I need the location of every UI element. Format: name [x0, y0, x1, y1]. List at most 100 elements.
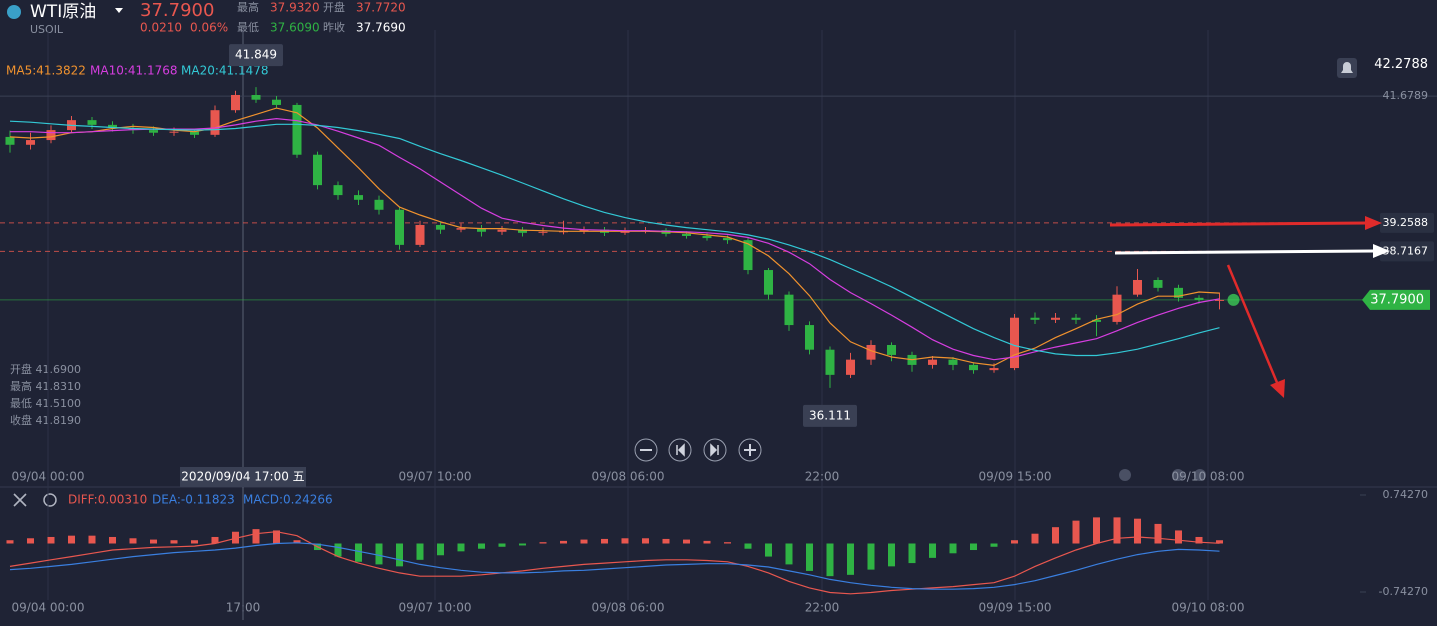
macd-bar	[334, 543, 342, 557]
candle-body	[1051, 317, 1060, 320]
low: 37.6090	[270, 21, 320, 35]
macd-bar	[1011, 540, 1018, 544]
x-tick-label: 09/09 15:00	[979, 470, 1052, 484]
open-label: 开盘	[323, 0, 345, 14]
crosshair-time-box	[180, 467, 306, 487]
prev-close: 37.7690	[356, 21, 406, 35]
extreme-label-box	[803, 404, 857, 427]
candle-body	[969, 364, 978, 371]
arrow-head	[1270, 379, 1285, 398]
moving-average-line	[9, 120, 1220, 357]
open: 37.7720	[356, 1, 406, 15]
zoom-controls	[634, 438, 762, 462]
macd-bar	[724, 542, 731, 544]
macd-bar	[170, 540, 178, 544]
candle-body	[743, 240, 753, 271]
candle-body	[46, 130, 56, 141]
macd-bar	[1093, 517, 1100, 544]
macd-bar	[88, 535, 96, 544]
candle-body	[702, 235, 712, 239]
candle-body	[948, 359, 958, 365]
macd-bar	[949, 543, 957, 554]
macd-bar	[457, 543, 465, 552]
macd-bar	[1113, 517, 1121, 544]
x-tick-label: 09/08 06:00	[592, 470, 665, 484]
macd-bar	[662, 538, 670, 544]
candle-body	[108, 124, 117, 129]
indicator-settings-button[interactable]	[43, 493, 57, 507]
macd-bar	[703, 540, 711, 544]
macd-bar	[867, 543, 875, 570]
macd-bar	[642, 538, 649, 544]
ohlc-info-line: 开盘 41.6900	[10, 362, 81, 376]
candle-body	[825, 349, 835, 375]
macd-bar	[1195, 536, 1203, 544]
candle-body	[497, 229, 507, 232]
candle-body	[928, 359, 937, 365]
candle-body	[866, 344, 876, 360]
macd-bar	[970, 543, 977, 551]
scroll-dot[interactable]	[1172, 469, 1184, 481]
y-tick-label: 0.74270	[1383, 488, 1429, 501]
candle-body	[579, 229, 589, 232]
price-level-label: 38.7167	[1383, 244, 1429, 257]
symbol[interactable]: WTI原油	[30, 2, 96, 22]
candle-body	[1010, 317, 1019, 369]
macd-bar	[211, 536, 219, 544]
macd-bar	[68, 535, 75, 544]
candle-body	[149, 130, 158, 133]
macd-bar	[806, 543, 813, 571]
symbol-dropdown[interactable]	[115, 8, 123, 13]
candle-body	[190, 131, 199, 135]
scroll-dot[interactable]	[1119, 469, 1131, 481]
scroll-dot[interactable]	[1194, 469, 1206, 481]
x-tick-label: 09/09 15:00	[979, 601, 1052, 615]
macd-bar	[1031, 533, 1039, 544]
legend-entry: MA10:41.1768	[90, 64, 178, 78]
candle-body	[436, 224, 445, 230]
candle-body	[169, 131, 179, 133]
ohlc-info: 开盘 41.6900 最高 41.8310 最低 41.5100 收盘 41.8190	[10, 362, 81, 427]
candle-body	[456, 228, 466, 230]
candle-body	[477, 228, 486, 232]
macd-bar	[683, 539, 690, 544]
arrow-head	[1365, 216, 1382, 230]
macd-bar	[1175, 530, 1182, 544]
macd-bar	[990, 543, 998, 547]
candle-body	[518, 229, 527, 233]
arrow	[1114, 249, 1376, 255]
high-label: 最高	[237, 0, 259, 14]
candle-body	[395, 209, 404, 245]
legend-entry: MACD:0.24266	[243, 493, 333, 507]
candle-body	[1071, 317, 1081, 320]
x-tick-label: 22:00	[805, 470, 840, 484]
macd-bar	[437, 543, 444, 556]
x-tick-label: 09/07 10:00	[399, 470, 472, 484]
bell-icon	[1341, 62, 1353, 73]
macd-bar	[6, 540, 14, 544]
candle-body	[989, 368, 999, 371]
macd-bar	[1052, 527, 1059, 544]
candle-body	[784, 294, 794, 326]
x-tick-label: 09/04 00:00	[12, 470, 85, 484]
high: 37.9320	[270, 1, 320, 15]
legend-entry: MA20:41.1478	[181, 64, 269, 78]
last-price-label: 37.7900	[1370, 292, 1424, 307]
macd-bar	[1154, 523, 1162, 544]
candle-body	[682, 233, 691, 236]
macd-bar	[580, 539, 588, 544]
macd-bar	[355, 543, 362, 562]
ohlc-info-line: 最高 41.8310	[10, 379, 81, 393]
x-tick-label: 09/10 08:00	[1172, 470, 1245, 484]
candle-body	[1194, 297, 1204, 300]
candle-body	[231, 94, 240, 111]
candle-body	[5, 136, 15, 145]
close-indicator-button[interactable]	[13, 493, 27, 507]
x-tick-label: 09/08 06:00	[592, 601, 665, 615]
x-tick-label: 22:00	[805, 601, 840, 615]
legend-entry: DIFF:0.00310	[68, 493, 147, 507]
candle-body	[313, 154, 322, 186]
candle-body	[764, 270, 773, 295]
